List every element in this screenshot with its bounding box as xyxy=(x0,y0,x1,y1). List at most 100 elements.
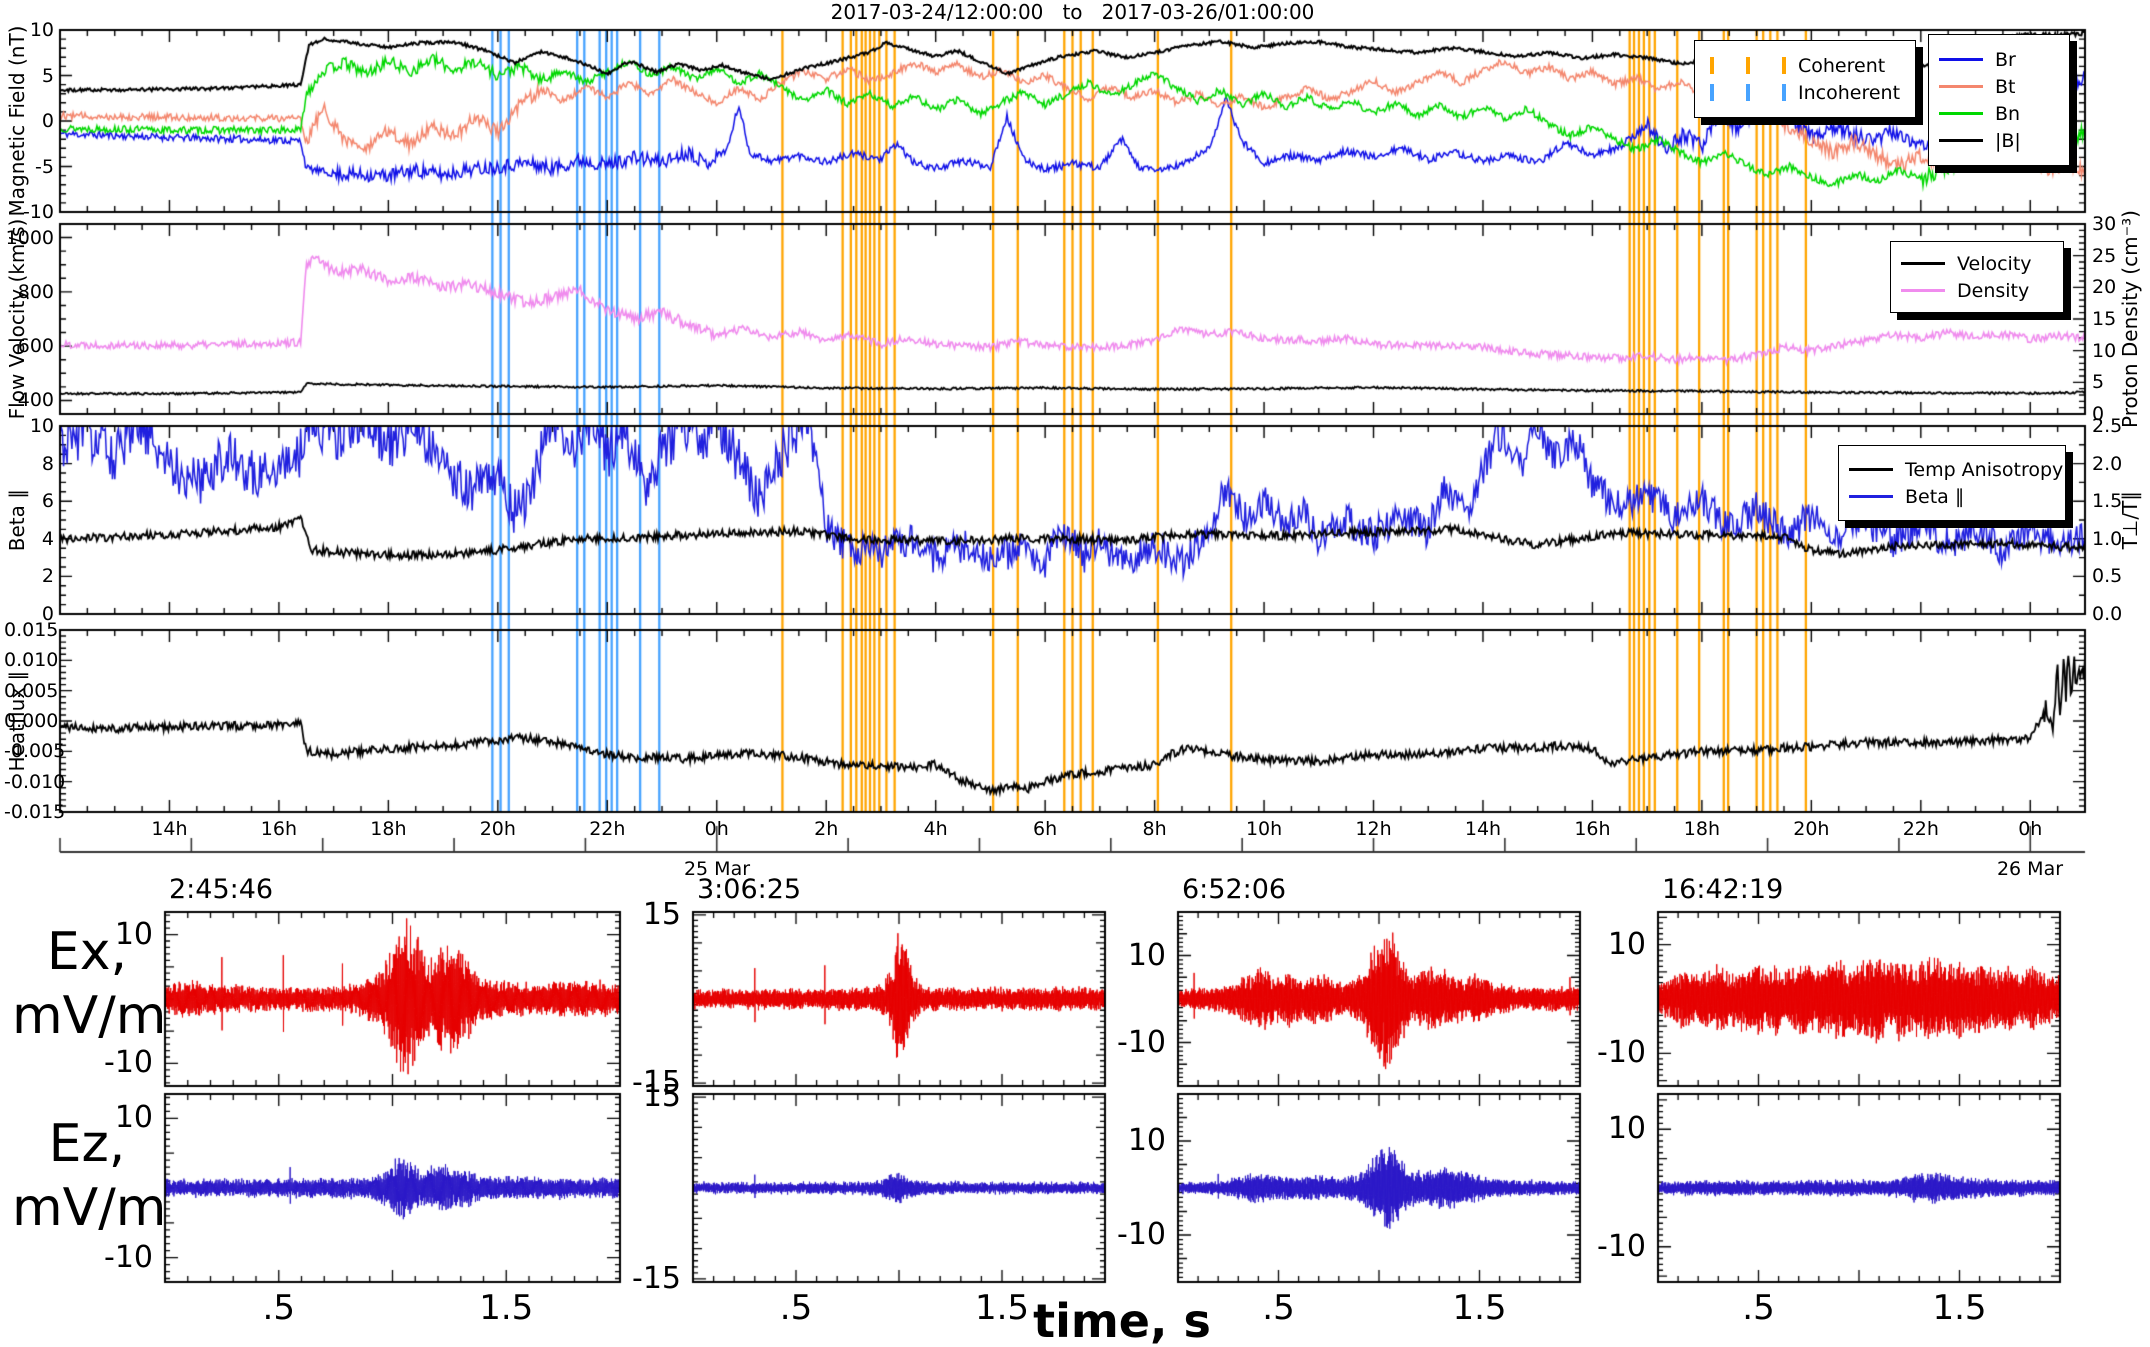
wave-y-tick-label: -10 xyxy=(1597,1228,1646,1264)
legend-label-incoherent: Incoherent xyxy=(1798,81,1901,104)
wave-y-tick-label: -15 xyxy=(632,1065,681,1101)
wave-x-tick-label: 1.5 xyxy=(974,1288,1030,1328)
y-tick-label: -0.005 xyxy=(4,740,66,763)
wave-y-tick-label: 15 xyxy=(642,1079,681,1115)
y-tick-label: 0.015 xyxy=(4,619,59,641)
anisotropy-line-icon xyxy=(1849,468,1893,471)
row-label-ez-line1: Ez, xyxy=(48,1114,126,1174)
y-tick-label-right: 30 xyxy=(2092,213,2117,235)
y-tick-label: -0.010 xyxy=(4,770,66,793)
y-tick-label-right: 20 xyxy=(2092,276,2117,299)
x-hour-label: 8h xyxy=(1142,818,1167,840)
legend-beta: Temp Anisotropy Beta ∥ xyxy=(1838,445,2066,521)
legend-label-anisotropy: Temp Anisotropy xyxy=(1905,458,2064,481)
wave-y-tick-label: 10 xyxy=(114,916,153,952)
coherent-dash-icon xyxy=(1746,57,1750,74)
y-tick-label: -5 xyxy=(35,155,54,178)
date-label-26mar: 26 Mar xyxy=(1996,858,2064,880)
figure-title: 2017-03-24/12:00:00 to 2017-03-26/01:00:… xyxy=(830,0,1315,24)
wave-y-tick-label: -15 xyxy=(632,1260,681,1296)
wave-y-tick-label: 15 xyxy=(642,896,681,932)
y-tick-label: -10 xyxy=(22,201,54,223)
date-label-25mar: 25 Mar xyxy=(683,858,751,880)
bt-line-icon xyxy=(1939,85,1983,88)
y-tick-label: -0.015 xyxy=(4,801,66,823)
wave-y-tick-label: 10 xyxy=(1607,1111,1646,1147)
x-hour-label: 14h xyxy=(151,818,188,840)
y-tick-label-right: 0.5 xyxy=(2092,565,2123,588)
velocity-line-icon xyxy=(1901,262,1945,265)
x-hour-label: 20h xyxy=(1793,818,1830,840)
y-tick-label: 4 xyxy=(41,527,54,550)
br-line-icon xyxy=(1939,58,1983,61)
incoherent-dash-icon xyxy=(1746,84,1750,101)
y-tick-label-right: 0.0 xyxy=(2092,603,2123,625)
y-tick-label: 600 xyxy=(17,335,54,358)
legend-label-bmag: |B| xyxy=(1995,129,2021,152)
x-hour-label: 16h xyxy=(1574,818,1611,840)
legend-row-br: Br xyxy=(1939,46,2059,73)
wave-y-tick-label: -10 xyxy=(1117,1217,1166,1252)
axis-title-beta: Beta ∥ xyxy=(5,488,29,552)
legend-row-density: Density xyxy=(1901,277,2053,304)
x-hour-label: 18h xyxy=(1683,818,1720,840)
time-axis-label: time, s xyxy=(1033,1294,1211,1347)
wave-y-tick-label: 10 xyxy=(1127,1123,1166,1158)
legend-events: Coherent Incoherent xyxy=(1694,40,1916,118)
x-hour-label: 16h xyxy=(260,818,298,840)
wave-x-tick-label: .5 xyxy=(779,1288,813,1328)
legend-row-bt: Bt xyxy=(1939,73,2059,100)
axis-title-flow-velocity: Flow Velocity (km/s) xyxy=(5,218,29,420)
wave-x-tick-label: 1.5 xyxy=(1452,1288,1507,1328)
axis-title-magnetic-field: Magnetic Field (nT) xyxy=(5,25,29,217)
y-tick-label: 1000 xyxy=(5,226,54,249)
y-tick-label-right: 25 xyxy=(2092,244,2117,267)
legend-bfield: Br Bt Bn |B| xyxy=(1928,34,2070,166)
legend-label-density: Density xyxy=(1957,279,2030,302)
legend-row-incoherent: Incoherent xyxy=(1705,79,1905,106)
wave-y-tick-label: -10 xyxy=(1597,1035,1646,1071)
x-hour-label: 18h xyxy=(370,818,407,840)
wave-y-tick-label: 10 xyxy=(114,1100,153,1136)
x-hour-label: 4h xyxy=(923,818,948,840)
legend-label-bt: Bt xyxy=(1995,75,2016,98)
row-label-ex-line1: Ex, xyxy=(46,922,128,982)
legend-row-bmag: |B| xyxy=(1939,127,2059,154)
y-tick-label: 0.010 xyxy=(4,649,59,672)
x-hour-label: 22h xyxy=(589,818,626,840)
waveform-timestamp-1: 2:45:46 xyxy=(169,874,274,905)
x-hour-label: 2h xyxy=(814,818,839,840)
row-label-ez-line2: mV/m xyxy=(12,1178,167,1238)
y-tick-label-right: 2.5 xyxy=(2092,415,2123,437)
y-tick-label-right: 0 xyxy=(2092,403,2105,425)
wave-y-tick-label: 10 xyxy=(1127,937,1166,973)
legend-label-coherent: Coherent xyxy=(1798,54,1886,77)
axis-title-proton-density: Proton Density (cm⁻³) xyxy=(2118,210,2142,428)
bn-line-icon xyxy=(1939,112,1983,115)
incoherent-dash-icon xyxy=(1782,84,1786,101)
wave-y-tick-label: 10 xyxy=(1607,926,1646,962)
legend-row-velocity: Velocity xyxy=(1901,250,2053,277)
legend-label-bn: Bn xyxy=(1995,102,2021,125)
x-hour-label: 0h xyxy=(2018,818,2043,840)
y-tick-label-right: 2.0 xyxy=(2092,452,2123,475)
axis-title-temp-ratio: T⊥/T∥ xyxy=(2118,490,2142,550)
row-label-ex: Ex, mV/m xyxy=(12,920,166,1048)
row-label-ez: Ez, mV/m xyxy=(12,1112,167,1240)
waveform-timestamp-2: 3:06:25 xyxy=(697,874,802,905)
x-hour-label: 0h xyxy=(704,818,729,840)
beta-line-icon xyxy=(1849,495,1893,498)
y-tick-label-right: 10 xyxy=(2092,339,2117,362)
axis-title-heatflux: Heatflux ∥ xyxy=(5,670,29,772)
y-tick-label-right: 1.5 xyxy=(2092,490,2123,513)
legend-label-br: Br xyxy=(1995,48,2016,71)
y-tick-label: 0.005 xyxy=(4,679,59,702)
y-tick-label: 8 xyxy=(41,452,54,475)
y-tick-label: 400 xyxy=(17,389,54,412)
x-hour-label: 14h xyxy=(1464,818,1502,840)
bmag-line-icon xyxy=(1939,139,1983,142)
waveform-timestamp-3: 6:52:06 xyxy=(1182,874,1287,905)
y-tick-label-right: 15 xyxy=(2092,308,2117,330)
